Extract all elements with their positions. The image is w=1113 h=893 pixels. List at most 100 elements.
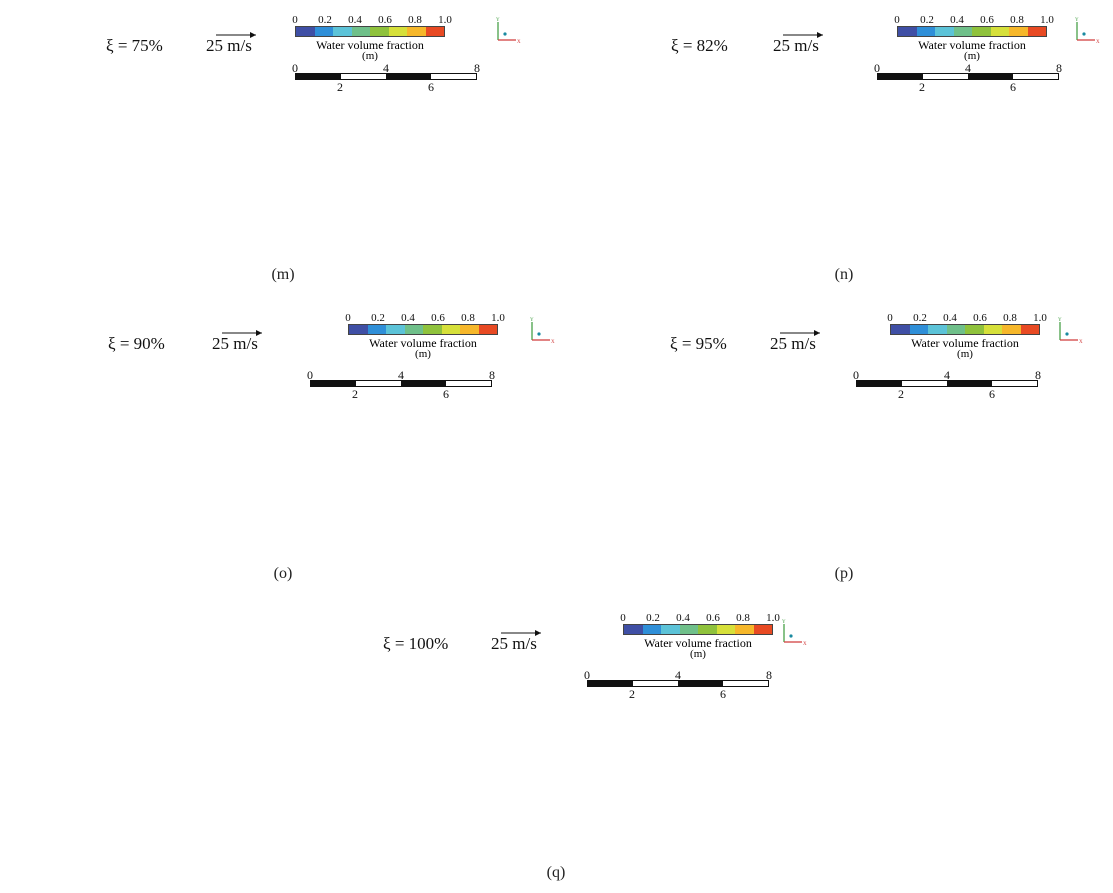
scale-label: 4 [398,368,404,382]
colorbar-tick: 0.6 [431,312,445,324]
colorbar-unit: (m) [415,348,431,360]
colorbar-legend: 0 0.2 0.4 0.6 0.8 1.0 Water volume fraction (m) [345,312,505,360]
colorbar-tick: 0.8 [1003,312,1017,324]
scale-label: 2 [898,387,904,401]
axes-triad-icon: YX [782,620,807,647]
velocity-arrow-icon [222,330,262,336]
svg-text:X: X [1096,40,1100,45]
colorbar-ticks: 0 0.2 0.4 0.6 0.8 1.0 [894,14,1054,26]
colorbar-tick: 0.8 [1010,14,1024,26]
svg-text:X: X [551,340,555,345]
scale-label: 8 [1035,368,1041,382]
colorbar-legend: 0 0.2 0.4 0.6 0.8 1.0 Water volume fraction (m) [620,612,780,660]
colorbar-unit: (m) [964,50,980,62]
svg-text:X: X [803,642,807,647]
colorbar-title: Water volume fraction [911,336,1019,350]
velocity-scale-label: 25 m/s [491,630,541,654]
svg-text:X: X [517,40,521,45]
axes-triad-icon: YX [496,18,521,45]
colorbar-unit: (m) [690,648,706,660]
scale-bar: 0 4 8 2 6 [874,61,1062,95]
colorbar-legend: 0 0.2 0.4 0.6 0.8 1.0 Water volume fraction (m) [292,14,452,62]
colorbar-unit: (m) [957,348,973,360]
velocity-arrow-icon [780,330,820,336]
scale-label: 8 [474,61,480,75]
colorbar-tick: 0.2 [318,14,332,26]
scale-label: 2 [337,80,343,94]
colorbar-legend: 0 0.2 0.4 0.6 0.8 1.0 Water volume fraction (m) [887,312,1047,360]
colorbar-ticks: 0 0.2 0.4 0.6 0.8 1.0 [292,14,452,26]
scale-label: 0 [584,668,590,682]
colorbar-tick: 0.8 [461,312,475,324]
colorbar-title: Water volume fraction [369,336,477,350]
scale-bar: 0 4 8 2 6 [307,368,495,402]
panel-p: ξ = 95% 25 m/s 0 0.2 0.4 0.6 0.8 1.0 Water volum… [578,312,1111,540]
axes-triad-icon: YX [1075,18,1100,45]
scale-label: 0 [307,368,313,382]
scale-bar: 0 4 8 2 6 [292,61,480,95]
colorbar-tick: 0 [887,312,893,324]
scale-label: 6 [989,387,995,401]
scale-label: 6 [720,687,726,701]
colorbar-tick: 0.4 [401,312,415,324]
velocity-arrow-icon [216,32,256,38]
colorbar-tick: 0.2 [920,14,934,26]
colorbar [897,26,1047,37]
colorbar-ticks: 0 0.2 0.4 0.6 0.8 1.0 [345,312,505,324]
colorbar-ticks: 0 0.2 0.4 0.6 0.8 1.0 [887,312,1047,324]
caption-q: (q) [546,864,566,881]
colorbar [623,624,773,635]
colorbar-tick: 0 [620,612,626,624]
colorbar-tick: 0.8 [736,612,750,624]
caption-p: (p) [834,565,854,582]
xi-label: ξ = 100% [383,634,449,653]
scale-label: 6 [443,387,449,401]
colorbar-tick: 1.0 [491,312,505,324]
xi-label: ξ = 75% [106,36,163,55]
flow-field [10,14,558,246]
scale-label: 4 [383,61,389,75]
velocity-arrow-icon [783,32,823,38]
velocity-scale-label: 25 m/s [206,32,256,56]
svg-text:Y: Y [496,18,500,23]
colorbar [890,324,1040,335]
colorbar-tick: 0.2 [913,312,927,324]
colorbar-tick: 0.6 [980,14,994,26]
colorbar-title: Water volume fraction [918,38,1026,52]
velocity-scale-label: 25 m/s [770,330,820,354]
panel-n: ξ = 82% 25 m/s 0 0.2 0.4 0.6 0.8 1.0 Water volum… [579,14,1111,246]
scale-label: 6 [428,80,434,94]
scale-label: 4 [965,61,971,75]
colorbar-tick: 0 [292,14,298,26]
axes-triad-icon: YX [1058,318,1083,345]
caption-o: (o) [273,565,293,582]
colorbar-tick: 0.4 [950,14,964,26]
colorbar-tick: 0.2 [371,312,385,324]
xi-label: ξ = 90% [108,334,165,353]
colorbar-title: Water volume fraction [316,38,424,52]
colorbar-legend: 0 0.2 0.4 0.6 0.8 1.0 Water volume fraction (m) [894,14,1054,62]
scale-label: 0 [292,61,298,75]
scale-label: 8 [489,368,495,382]
panel-o: ξ = 90% 25 m/s 0 0.2 0.4 0.6 0.8 1.0 Water volum… [16,312,558,540]
colorbar-tick: 0.8 [408,14,422,26]
scale-label: 6 [1010,80,1016,94]
svg-text:Y: Y [530,318,534,323]
colorbar-tick: 0.6 [973,312,987,324]
scale-label: 8 [1056,61,1062,75]
svg-text:Y: Y [1075,18,1079,23]
scale-label: 8 [766,668,772,682]
caption-m: (m) [271,266,295,283]
colorbar-tick: 1.0 [1040,14,1054,26]
colorbar-tick: 1.0 [438,14,452,26]
colorbar-tick: 0 [894,14,900,26]
scale-label: 0 [853,368,859,382]
colorbar-tick: 0.4 [943,312,957,324]
axes-triad-icon: YX [530,318,555,345]
scale-bar: 0 4 8 2 6 [584,668,772,702]
colorbar-tick: 0.2 [646,612,660,624]
svg-text:Y: Y [782,620,786,625]
xi-label: ξ = 95% [670,334,727,353]
velocity-scale-label: 25 m/s [212,330,262,354]
velocity-arrow-icon [501,630,541,636]
